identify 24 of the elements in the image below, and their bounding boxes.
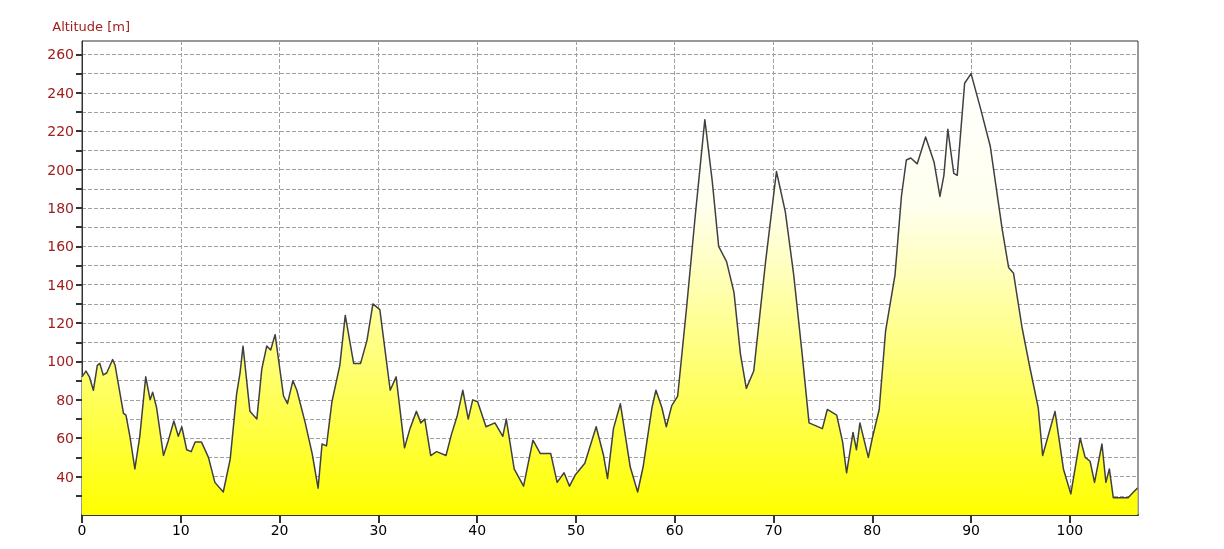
x-tick-label: 60: [665, 522, 684, 538]
x-tick-label: 90: [962, 522, 980, 538]
x-tick-label: 40: [468, 522, 487, 538]
x-tick-label: 50: [567, 522, 585, 538]
y-tick-label: 120: [47, 315, 74, 332]
x-tick-label: 100: [1056, 522, 1084, 538]
y-tick-label: 60: [56, 430, 74, 447]
x-tick-label: 10: [171, 522, 190, 538]
y-tick-label: 40: [56, 468, 74, 485]
y-tick-label: 200: [47, 161, 74, 178]
y-tick-label: 180: [47, 199, 74, 216]
y-tick-label: 260: [47, 46, 74, 63]
y-tick-label: 160: [47, 238, 74, 255]
y-tick-label: 220: [47, 123, 74, 140]
x-tick-label: 30: [369, 522, 388, 538]
x-tick-label: 80: [863, 522, 882, 538]
y-tick-label: 240: [47, 84, 74, 101]
y-tick-label: 140: [47, 276, 74, 293]
y-axis-title: Altitude [m]: [52, 19, 130, 34]
x-tick-label: 70: [764, 522, 783, 538]
x-tick-label: 20: [270, 522, 289, 538]
y-tick-label: 80: [56, 391, 74, 408]
x-tick-label: 0: [77, 522, 87, 538]
y-tick-label: 100: [47, 353, 74, 370]
